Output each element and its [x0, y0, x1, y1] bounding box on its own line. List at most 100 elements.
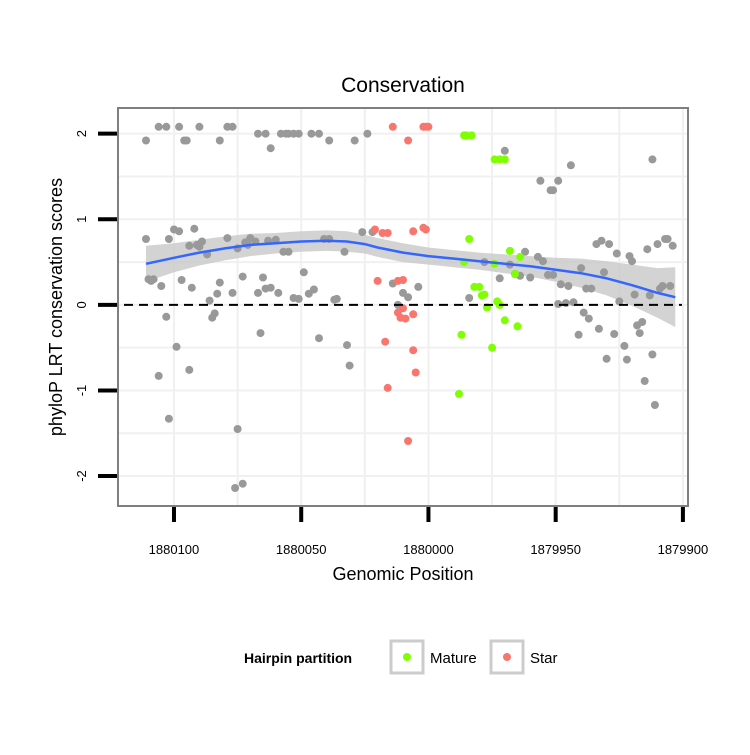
data-point-other: [299, 268, 308, 277]
data-point-other: [271, 235, 280, 244]
data-point-star: [388, 122, 397, 131]
data-point-other: [266, 144, 275, 153]
x-tick-label: 1880000: [403, 542, 454, 557]
data-point-star: [424, 122, 433, 131]
data-point-other: [172, 342, 181, 351]
legend-label-star: Star: [530, 650, 558, 667]
data-point-star: [421, 225, 430, 234]
data-point-other: [645, 291, 654, 300]
legend-title: Hairpin partition: [244, 650, 352, 666]
data-point-other: [643, 245, 652, 254]
data-point-other: [597, 236, 606, 245]
data-point-mature: [513, 322, 522, 331]
data-point-other: [215, 136, 224, 145]
legend-label-mature: Mature: [430, 650, 477, 667]
data-point-other: [561, 299, 570, 308]
legend: Hairpin partition Mature Star: [244, 639, 558, 675]
data-point-other: [554, 300, 563, 308]
y-axis-label: phyloP LRT conservation scores: [46, 178, 66, 436]
data-point-other: [149, 275, 158, 284]
data-point-other: [187, 283, 196, 292]
legend-dot-star: [503, 653, 511, 661]
data-point-other: [635, 329, 644, 338]
data-point-star: [373, 276, 382, 285]
data-point-other: [584, 314, 593, 323]
data-point-other: [622, 355, 631, 364]
chart-title: Conservation: [341, 74, 465, 97]
data-point-star: [399, 304, 407, 313]
data-point-other: [205, 296, 214, 305]
data-point-other: [539, 257, 547, 266]
data-point-other: [162, 122, 171, 131]
data-point-other: [465, 294, 474, 302]
x-tick-label: 1879900: [658, 542, 709, 557]
data-point-mature: [457, 330, 466, 339]
data-point-mature: [488, 343, 497, 352]
data-point-other: [175, 227, 184, 236]
data-point-other: [325, 136, 334, 145]
data-point-other: [195, 122, 204, 131]
data-point-other: [345, 361, 354, 370]
data-point-other: [162, 312, 171, 321]
data-point-other: [228, 288, 237, 297]
x-tick-label: 1879950: [530, 542, 581, 557]
data-point-other: [577, 264, 586, 273]
data-point-other: [658, 282, 667, 290]
x-tick-label: 1880100: [149, 542, 200, 557]
data-point-star: [404, 437, 413, 445]
data-point-other: [142, 136, 150, 145]
y-tick-label: 2: [74, 130, 89, 137]
data-point-other: [266, 283, 275, 292]
x-axis: 1880100 1880050 1880000 1879950 1879900: [149, 507, 709, 557]
data-point-other: [650, 401, 659, 409]
data-point-other: [154, 371, 163, 380]
data-point-other: [526, 273, 535, 282]
smooth-line-layer: [145, 239, 676, 299]
data-point-other: [185, 241, 194, 250]
data-point-other: [228, 122, 237, 131]
series-mature: [455, 131, 525, 398]
data-point-other: [666, 282, 675, 290]
data-point-mature: [475, 282, 484, 291]
data-point-other: [307, 129, 316, 138]
data-point-other: [574, 330, 583, 339]
data-point-other: [536, 176, 545, 185]
data-point-other: [648, 350, 657, 359]
data-point-mature: [455, 389, 463, 398]
data-point-other: [198, 237, 206, 246]
data-point-other: [175, 122, 184, 131]
data-point-other: [233, 425, 242, 433]
data-point-star: [383, 229, 392, 237]
data-point-other: [294, 294, 303, 303]
y-tick-label: -2: [74, 470, 89, 482]
data-point-other: [315, 129, 323, 138]
data-point-other: [554, 176, 563, 185]
data-point-mature: [467, 131, 476, 140]
data-point-other: [164, 235, 173, 243]
data-point-other: [274, 288, 283, 297]
data-point-other: [549, 270, 558, 279]
data-point-star: [404, 136, 413, 145]
data-point-star: [381, 337, 390, 346]
data-point-other: [600, 268, 608, 277]
data-point-other: [142, 235, 150, 243]
data-point-star: [371, 225, 379, 234]
data-point-other: [213, 289, 222, 298]
data-point-other: [284, 247, 293, 256]
data-point-other: [256, 329, 265, 338]
data-point-other: [564, 282, 573, 290]
legend-dot-mature: [403, 653, 411, 661]
data-point-other: [190, 224, 199, 233]
data-point-other: [605, 240, 614, 249]
data-point-other: [653, 240, 662, 249]
data-point-star: [409, 310, 418, 319]
data-point-other: [294, 129, 303, 138]
data-point-other: [663, 235, 672, 243]
data-point-other: [556, 280, 565, 289]
data-point-other: [358, 228, 367, 237]
data-point-other: [223, 234, 232, 243]
data-point-other: [549, 186, 558, 195]
x-axis-label: Genomic Position: [332, 564, 473, 584]
data-point-other: [612, 249, 621, 258]
